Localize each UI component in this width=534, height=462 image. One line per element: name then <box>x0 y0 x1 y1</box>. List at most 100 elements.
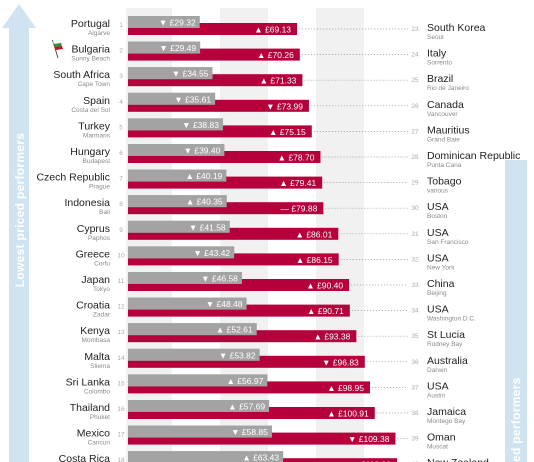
city-right-label: Rodney Bay <box>427 341 463 348</box>
country-right-label: Italy <box>427 48 447 60</box>
city-left-label: Bali <box>99 209 110 216</box>
series-1-value-label: ▲ £63.43 <box>242 453 279 462</box>
city-left-label: Sunny Beach <box>71 56 110 63</box>
city-right-label: Washington D.C. <box>427 316 476 323</box>
series-2-value-label: ▲ £86.15 <box>296 255 333 265</box>
city-left-label: Tokyo <box>93 286 110 293</box>
country-left-label: Mexico <box>77 428 110 440</box>
country-left-label: Turkey <box>78 120 110 132</box>
series-1-bar-overlay <box>128 246 235 259</box>
series-1-bar-overlay <box>128 92 216 105</box>
city-left-label: Sliema <box>90 363 110 370</box>
rank-right-label: 28 <box>411 154 419 161</box>
rank-right-label: 38 <box>411 410 419 417</box>
city-right-label: Sorrento <box>427 60 452 67</box>
rank-left-label: 14 <box>117 355 125 362</box>
series-2-value-label: ▼ £110.00 <box>350 460 391 462</box>
country-left-label: Sri Lanka <box>66 376 111 388</box>
series-1-value-label: ▼ £29.32 <box>159 18 196 28</box>
country-left-label: Portugal <box>71 18 110 30</box>
series-1-value-label: ▼ £34.55 <box>172 69 209 79</box>
country-right-label: Australia <box>427 355 468 367</box>
city-right-label: New York <box>427 264 455 271</box>
country-right-label: USA <box>427 252 449 264</box>
country-right-label: Tobago <box>427 176 462 188</box>
series-1-value-label: ▼ £48.48 <box>206 299 243 309</box>
series-1-value-label: ▼ £43.42 <box>193 248 230 258</box>
rank-right-label: 34 <box>411 308 419 315</box>
series-2-value-label: ▲ £79.41 <box>279 178 316 188</box>
rank-right-label: 23 <box>411 26 419 33</box>
rank-left-label: 3 <box>119 73 123 80</box>
country-right-label: USA <box>427 380 449 392</box>
city-right-label: Boston <box>427 213 448 220</box>
rank-left-label: 4 <box>119 99 123 106</box>
country-right-label: USA <box>427 227 449 239</box>
series-1-value-label: ▼ £58.85 <box>231 427 268 437</box>
city-left-label: Cape Town <box>78 81 111 88</box>
series-1-bar-overlay <box>128 451 284 462</box>
right-axis-label: ed performers <box>509 377 523 462</box>
country-left-label: Spain <box>83 95 110 107</box>
country-left-label: Costa Rica <box>59 453 111 462</box>
city-left-label: Mombasa <box>81 337 110 344</box>
city-right-label: Seoul <box>427 34 444 41</box>
rank-left-label: 2 <box>119 48 123 55</box>
lowest-priced-arrow: Lowest priced performers <box>2 4 36 462</box>
rank-left-label: 17 <box>117 432 125 439</box>
rank-left-label: 18 <box>117 457 125 462</box>
series-2-value-label: ▲ £70.26 <box>257 50 294 60</box>
country-left-label: Hungary <box>70 146 110 158</box>
series-2-value-label: ▲ £78.70 <box>278 153 315 163</box>
country-right-label: USA <box>427 304 449 316</box>
rank-left-label: 1 <box>119 22 123 29</box>
rank-right-label: 32 <box>411 256 419 263</box>
city-left-label: Costa del Sol <box>71 107 110 114</box>
series-1-value-label: ▲ £56.97 <box>227 376 264 386</box>
city-right-label: Darwin <box>427 367 448 374</box>
bulgaria-flag-icon <box>52 39 63 59</box>
series-1-bar-overlay <box>128 400 270 412</box>
rank-right-label: 25 <box>411 77 419 84</box>
rank-left-label: 10 <box>117 252 125 259</box>
city-right-label: San Francisco <box>427 239 469 246</box>
rank-left-label: 13 <box>117 329 125 336</box>
country-right-label: China <box>427 278 455 290</box>
series-2-value-label: ▲ £71.33 <box>260 76 297 86</box>
series-1-bar-overlay <box>128 16 200 28</box>
series-1-bar-overlay <box>128 272 242 284</box>
highest-priced-arrow: ed performers <box>505 160 527 462</box>
series-2-value-label: ▲ £98.95 <box>327 383 364 393</box>
city-left-label: Cancun <box>88 440 111 447</box>
city-left-label: Budapest <box>83 158 111 165</box>
series-1-value-label: ▼ £35.61 <box>174 94 211 104</box>
left-axis-label: Lowest priced performers <box>13 133 27 288</box>
city-right-label: Muscat <box>427 444 448 451</box>
city-left-label: Corfu <box>94 260 110 267</box>
country-right-label: New Zealand <box>427 457 489 462</box>
country-left-label: Greece <box>76 248 111 260</box>
series-1-bar-overlay <box>128 67 213 80</box>
series-1-value-label: ▲ £57.69 <box>228 402 265 412</box>
series-2-value-label: ▲ £86.01 <box>296 229 333 239</box>
city-left-label: Marmaris <box>83 132 111 139</box>
city-right-label: Austin <box>427 392 445 399</box>
city-left-label: Phuket <box>90 414 110 421</box>
series-2-value-label: ▲ £93.38 <box>314 332 351 342</box>
city-left-label: Algarve <box>88 30 110 37</box>
series-1-value-label: ▼ £41.58 <box>189 222 226 232</box>
rank-right-label: 39 <box>411 436 419 443</box>
series-2-value-label: ▼ £96.83 <box>322 357 359 367</box>
series-2-value-label: ▼ £109.38 <box>348 434 390 444</box>
series-2-value-label: — £79.88 <box>280 204 317 214</box>
series-1-bar-overlay <box>128 169 227 182</box>
country-right-label: South Korea <box>427 22 486 34</box>
